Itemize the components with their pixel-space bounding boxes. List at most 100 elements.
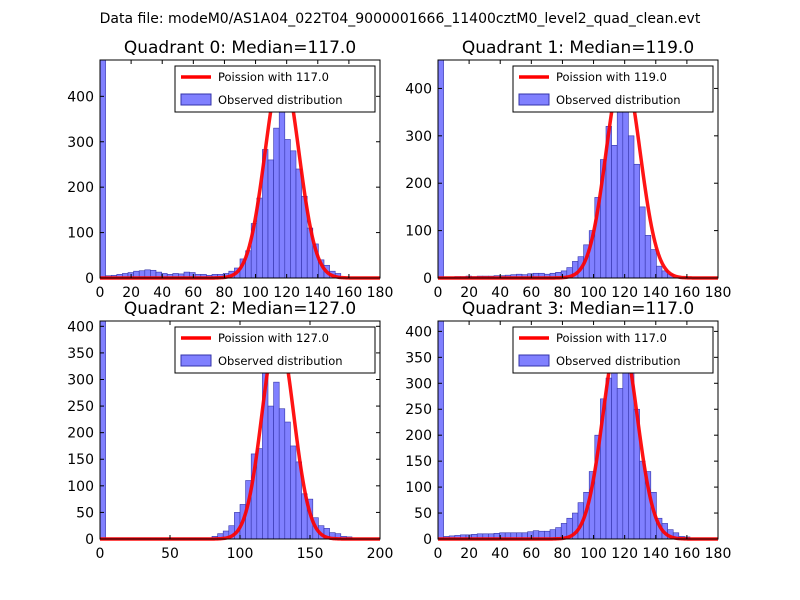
quadrant-1-xtick-label: 60	[522, 285, 540, 301]
quadrant-1-legend-hist-label: Observed distribution	[556, 93, 681, 107]
quadrant-0-axes-frame	[99, 59, 381, 279]
quadrant-3-xtick-label: 180	[705, 546, 732, 562]
quadrant-1-hist-bar	[622, 111, 629, 279]
quadrant-1-legend: Poission with 119.0 Observed distributio…	[512, 65, 714, 113]
quadrant-2-ytick-label: 250	[67, 399, 94, 415]
quadrant-2-legend-hist-label: Observed distribution	[218, 354, 343, 368]
quadrant-2-xtick-label: 0	[96, 546, 105, 562]
quadrant-2-hist-bar	[99, 320, 106, 540]
quadrant-0-xtick-label: 20	[122, 285, 140, 301]
quadrant-1-xtick-label: 140	[642, 285, 669, 301]
quadrant-2-xtick-label: 50	[161, 546, 179, 562]
quadrant-3-hist-bar	[605, 377, 612, 540]
quadrant-3-xtick-label: 80	[554, 546, 572, 562]
figure-suptitle: Data file: modeM0/AS1A04_022T04_90000016…	[100, 11, 701, 27]
quadrant-0-plot: Quadrant 0: Median=117.0 0 20 40 60 80 100 120…	[67, 38, 393, 301]
quadrant-0-xtick-label: 120	[273, 285, 300, 301]
quadrant-2-ytick-label: 350	[67, 346, 94, 362]
quadrant-2-hist-bar	[267, 405, 274, 540]
quadrant-3-hist-bar	[622, 346, 629, 540]
quadrant-1-xtick-label: 80	[554, 285, 572, 301]
quadrant-0-hist-bar	[273, 127, 280, 279]
quadrant-0-hist-bar	[290, 150, 297, 279]
quadrant-1-hist-bar	[437, 59, 444, 279]
quadrant-1-xtick-label: 0	[434, 285, 443, 301]
quadrant-1-plot: Quadrant 1: Median=119.0 0 20 40 60 80 100 120…	[405, 38, 731, 301]
quadrant-1-ytick-label: 300	[405, 129, 432, 145]
quadrant-1-xtick-label: 40	[491, 285, 509, 301]
quadrant-0-hist-bar	[267, 159, 274, 279]
quadrant-3-legend-hist-swatch	[518, 354, 550, 367]
quadrant-2-ytick-label: 150	[67, 452, 94, 468]
quadrant-1-legend-hist-swatch	[518, 93, 550, 106]
quadrant-3-xtick-label: 0	[434, 546, 443, 562]
quadrant-3-xtick-label: 60	[522, 546, 540, 562]
quadrant-3-legend-line-label: Poission with 117.0	[556, 331, 667, 345]
quadrant-3-ytick-label: 350	[405, 350, 432, 366]
quadrant-3-ytick-label: 150	[405, 454, 432, 470]
quadrant-0-legend-hist-label: Observed distribution	[218, 93, 343, 107]
quadrant-0-ytick-label: 400	[67, 89, 94, 105]
quadrant-2-ytick-label: 200	[67, 426, 94, 442]
quadrant-1-legend-line-label: Poission with 119.0	[556, 70, 667, 84]
quadrant-3-legend: Poission with 117.0 Observed distributio…	[512, 326, 714, 374]
quadrant-3-axes-frame	[437, 320, 719, 540]
quadrant-2-hist-bar	[284, 421, 291, 540]
quadrant-2-ytick-label: 400	[67, 319, 94, 335]
quadrant-2-hist-bar	[278, 408, 286, 540]
quadrant-0-title: Quadrant 0: Median=117.0	[124, 38, 356, 58]
quadrant-3-xtick-label: 100	[580, 546, 607, 562]
quadrant-0-xtick-label: 60	[184, 285, 202, 301]
quadrant-0-hist-bar	[284, 139, 291, 279]
quadrant-3-xtick-label: 20	[460, 546, 478, 562]
quadrant-1-hist-bar	[616, 107, 624, 279]
quadrant-2-xtick-label: 150	[297, 546, 324, 562]
quadrant-1-title: Quadrant 1: Median=119.0	[462, 38, 694, 58]
quadrant-3-ytick-label: 250	[405, 402, 432, 418]
quadrant-1-hist-bar	[633, 163, 640, 279]
quadrant-3-ytick-label: 400	[405, 324, 432, 340]
quadrant-1-xtick-label: 180	[705, 285, 732, 301]
quadrant-1-axes-frame	[437, 59, 719, 279]
quadrant-3-xtick-label: 160	[674, 546, 701, 562]
quadrant-0-hist-bar	[99, 59, 106, 279]
quadrant-3-xtick-label: 120	[611, 546, 638, 562]
quadrant-2-legend-hist-swatch	[180, 354, 212, 367]
quadrant-1-hist-bar	[628, 135, 635, 279]
quadrant-0-ytick-label: 300	[67, 135, 94, 151]
quadrant-2-title: Quadrant 2: Median=127.0	[124, 299, 356, 319]
quadrant-2-ytick-label: 100	[67, 479, 94, 495]
quadrant-2-hist-bar	[256, 448, 263, 540]
quadrant-1-ytick-label: 0	[423, 271, 432, 287]
quadrant-3-hist-bar	[616, 388, 624, 540]
quadrant-1-hist-bar	[656, 265, 663, 279]
quadrant-3-hist-bar	[437, 320, 444, 540]
quadrant-3-ytick-label: 300	[405, 376, 432, 392]
quadrant-2-xtick-label: 200	[367, 546, 394, 562]
quadrant-1-hist-bar	[639, 206, 646, 279]
quadrant-1-ytick-label: 200	[405, 176, 432, 192]
quadrant-3-xtick-label: 40	[491, 546, 509, 562]
quadrant-0-xtick-label: 0	[96, 285, 105, 301]
quadrant-1-xtick-label: 20	[460, 285, 478, 301]
quadrant-1-xtick-label: 160	[674, 285, 701, 301]
quadrant-0-ytick-label: 200	[67, 180, 94, 196]
quadrant-0-xtick-label: 100	[242, 285, 269, 301]
quadrant-1-xtick-label: 100	[580, 285, 607, 301]
quadrant-0-xtick-label: 160	[336, 285, 363, 301]
quadrant-2-plot: Quadrant 2: Median=127.0 0 50 100 150 200 0 50…	[67, 299, 393, 562]
quadrant-2-ytick-label: 50	[76, 505, 94, 521]
quadrant-0-legend-hist-swatch	[180, 93, 212, 106]
quadrant-3-hist-bar	[611, 351, 618, 540]
quadrant-0-xtick-label: 180	[367, 285, 394, 301]
quadrant-0-xtick-label: 140	[304, 285, 331, 301]
quadrant-0-xtick-label: 40	[153, 285, 171, 301]
quadrant-2-ytick-label: 0	[85, 532, 94, 548]
quadrant-1-hist-bar	[650, 249, 657, 279]
quadrant-3-ytick-label: 100	[405, 480, 432, 496]
quadrant-0-hist-bar	[295, 168, 302, 279]
quadrant-3-title: Quadrant 3: Median=117.0	[462, 299, 694, 319]
quadrant-0-xtick-label: 80	[216, 285, 234, 301]
quadrant-2-legend: Poission with 127.0 Observed distributio…	[174, 326, 376, 374]
